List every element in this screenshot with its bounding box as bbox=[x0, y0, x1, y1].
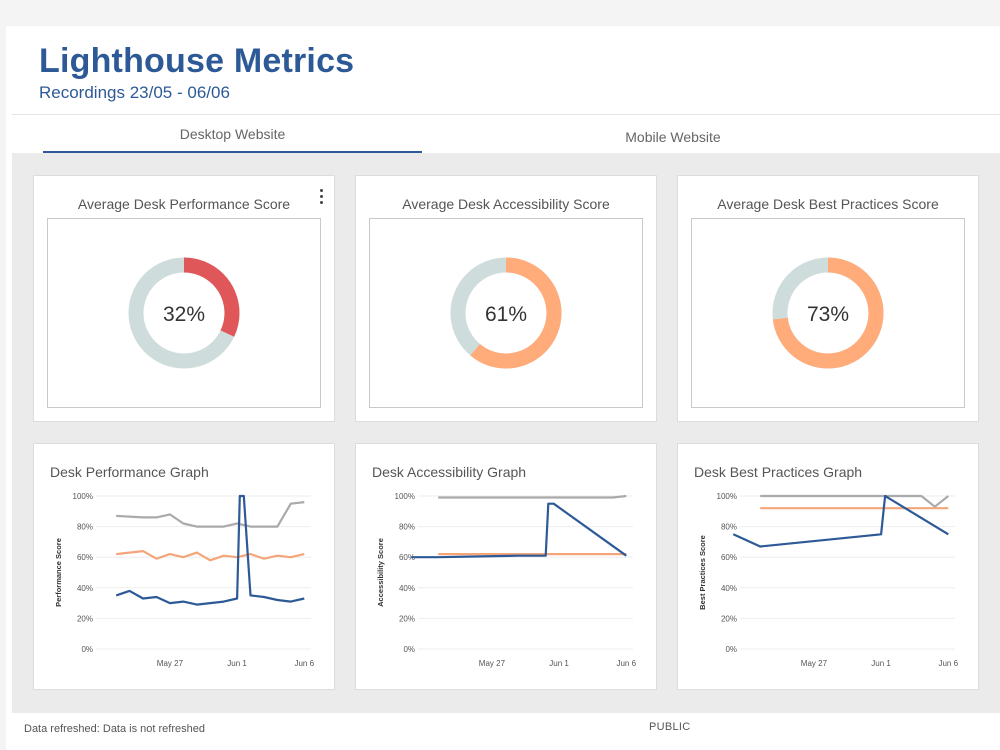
x-tick-label: Jun 1 bbox=[227, 659, 247, 668]
donut-value-arc bbox=[772, 257, 884, 369]
x-tick-label: Jun 1 bbox=[871, 659, 891, 668]
more-vertical-icon[interactable] bbox=[318, 189, 324, 207]
tab-bar: Desktop Website Mobile Website bbox=[12, 115, 1000, 153]
series-line bbox=[438, 494, 627, 499]
kpi-donut: 73% bbox=[772, 257, 884, 369]
active-tab-indicator bbox=[43, 151, 422, 153]
donut-value-arc bbox=[450, 257, 562, 369]
y-tick-label: 60% bbox=[721, 553, 737, 562]
kpi-frame: 32% bbox=[47, 218, 321, 408]
graph-card-performance: Desk Performance Graph 0% 20% 40% 60% 80% 100… bbox=[33, 443, 335, 690]
series-line bbox=[760, 494, 949, 508]
y-tick-label: 20% bbox=[721, 614, 737, 623]
visibility-label: PUBLIC bbox=[649, 721, 691, 733]
series-line bbox=[116, 549, 305, 562]
y-axis-label: Performance Score bbox=[54, 538, 63, 607]
kpi-donut: 61% bbox=[450, 257, 562, 369]
tab-desktop-website[interactable]: Desktop Website bbox=[179, 126, 286, 142]
y-tick-label: 20% bbox=[77, 614, 93, 623]
x-tick-label: Jun 6 bbox=[294, 659, 314, 668]
graph-title: Desk Accessibility Graph bbox=[372, 464, 527, 480]
y-tick-label: 80% bbox=[399, 523, 415, 532]
kpi-card-performance: Average Desk Performance Score 32% bbox=[33, 175, 335, 422]
y-tick-label: 100% bbox=[395, 492, 415, 501]
kpi-title: Average Desk Accessibility Score bbox=[402, 196, 610, 212]
accessibility-line-chart: 0% 20% 40% 60% 80% 100% May 27 Jun 1 Jun 6 Access… bbox=[376, 492, 637, 668]
dashboard-content: Average Desk Performance Score 32% Avera… bbox=[12, 153, 1000, 713]
x-tick-label: Jun 6 bbox=[616, 659, 636, 668]
kpi-value: 73% bbox=[807, 303, 849, 326]
graph-title: Desk Best Practices Graph bbox=[694, 464, 863, 480]
refresh-status: Data refreshed: Data is not refreshed bbox=[24, 723, 205, 735]
y-tick-label: 20% bbox=[399, 614, 415, 623]
x-tick-label: Jun 6 bbox=[938, 659, 958, 668]
header: Lighthouse Metrics Recordings 23/05 - 06… bbox=[6, 26, 1000, 114]
y-tick-label: 0% bbox=[81, 645, 93, 654]
y-tick-label: 0% bbox=[403, 645, 415, 654]
y-axis-label: Best Practices Score bbox=[698, 535, 707, 610]
graph-card-best-practices: Desk Best Practices Graph 0% 20% 40% 60% 80%… bbox=[677, 443, 979, 690]
graph-card-accessibility: Desk Accessibility Graph 0% 20% 40% 60% 80% 1… bbox=[355, 443, 657, 690]
kpi-value: 32% bbox=[163, 303, 205, 326]
kpi-frame: 73% bbox=[691, 218, 965, 408]
best-practices-line-chart: 0% 20% 40% 60% 80% 100% May 27 Jun 1 Jun 6 Best P… bbox=[698, 492, 959, 668]
y-axis-label: Accessibility Score bbox=[376, 538, 385, 607]
y-tick-label: 100% bbox=[73, 492, 93, 501]
graph-title: Desk Performance Graph bbox=[50, 464, 209, 480]
x-tick-label: May 27 bbox=[479, 659, 506, 668]
kpi-card-best-practices: Average Desk Best Practices Score 73% bbox=[677, 175, 979, 422]
footer: Data refreshed: Data is not refreshed PU… bbox=[12, 713, 1000, 750]
series-line bbox=[115, 494, 305, 606]
y-tick-label: 40% bbox=[721, 584, 737, 593]
kpi-value: 61% bbox=[485, 303, 527, 326]
x-tick-label: Jun 1 bbox=[549, 659, 569, 668]
page-title: Lighthouse Metrics bbox=[39, 42, 355, 80]
y-tick-label: 80% bbox=[721, 523, 737, 532]
kpi-title: Average Desk Best Practices Score bbox=[717, 196, 939, 212]
tab-mobile-website[interactable]: Mobile Website bbox=[625, 129, 721, 145]
y-tick-label: 40% bbox=[399, 584, 415, 593]
y-tick-label: 80% bbox=[77, 523, 93, 532]
divider bbox=[12, 114, 1000, 115]
x-tick-label: May 27 bbox=[801, 659, 828, 668]
kpi-donut: 32% bbox=[128, 257, 240, 369]
series-line bbox=[732, 494, 949, 548]
y-tick-label: 60% bbox=[77, 553, 93, 562]
dashboard-page: Lighthouse Metrics Recordings 23/05 - 06… bbox=[6, 26, 1000, 750]
performance-line-chart: 0% 20% 40% 60% 80% 100% May 27 Jun 1 Jun 6 Perfor… bbox=[54, 492, 315, 668]
page-subtitle: Recordings 23/05 - 06/06 bbox=[39, 83, 230, 102]
kpi-frame: 61% bbox=[369, 218, 643, 408]
kpi-card-accessibility: Average Desk Accessibility Score 61% bbox=[355, 175, 657, 422]
y-tick-label: 100% bbox=[717, 492, 737, 501]
kpi-title: Average Desk Performance Score bbox=[77, 196, 291, 212]
y-tick-label: 0% bbox=[725, 645, 737, 654]
x-tick-label: May 27 bbox=[157, 659, 184, 668]
series-line bbox=[116, 501, 305, 528]
series-line bbox=[411, 502, 627, 559]
y-tick-label: 60% bbox=[399, 553, 415, 562]
donut-value-arc bbox=[128, 257, 240, 369]
y-tick-label: 40% bbox=[77, 584, 93, 593]
